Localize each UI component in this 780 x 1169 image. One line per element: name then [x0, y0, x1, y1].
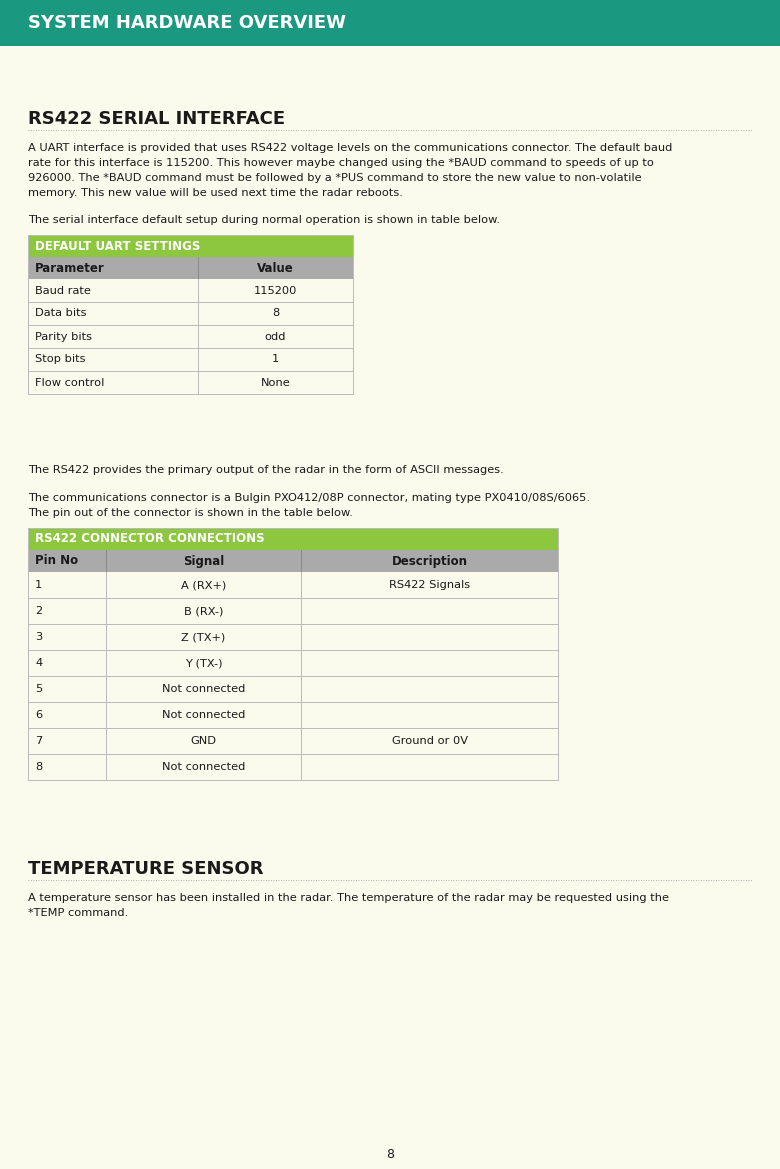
- Text: RS422 CONNECTOR CONNECTIONS: RS422 CONNECTOR CONNECTIONS: [35, 533, 264, 546]
- Bar: [28, 754, 558, 780]
- Text: 1: 1: [272, 354, 279, 365]
- Bar: [28, 279, 353, 302]
- Bar: [28, 257, 353, 279]
- Text: Z (TX+): Z (TX+): [182, 632, 225, 642]
- Text: 8: 8: [35, 762, 42, 772]
- Bar: [28, 572, 558, 599]
- Text: Ground or 0V: Ground or 0V: [392, 736, 467, 746]
- Text: Signal: Signal: [183, 554, 224, 567]
- Text: DEFAULT UART SETTINGS: DEFAULT UART SETTINGS: [35, 240, 200, 253]
- Text: 3: 3: [35, 632, 42, 642]
- Text: Parity bits: Parity bits: [35, 332, 92, 341]
- Bar: [28, 235, 353, 394]
- Text: GND: GND: [190, 736, 217, 746]
- Bar: [28, 728, 558, 754]
- Text: TEMPERATURE SENSOR: TEMPERATURE SENSOR: [28, 860, 264, 878]
- Text: 8: 8: [272, 309, 279, 318]
- Text: Not connected: Not connected: [161, 684, 245, 694]
- Text: RS422 Signals: RS422 Signals: [389, 580, 470, 590]
- Text: SYSTEM HARDWARE OVERVIEW: SYSTEM HARDWARE OVERVIEW: [28, 14, 346, 32]
- Text: B (RX-): B (RX-): [184, 606, 223, 616]
- Bar: [28, 549, 558, 572]
- Text: odd: odd: [264, 332, 286, 341]
- Text: A UART interface is provided that uses RS422 voltage levels on the communication: A UART interface is provided that uses R…: [28, 143, 672, 153]
- Text: *TEMP command.: *TEMP command.: [28, 908, 128, 918]
- Text: Y (TX-): Y (TX-): [185, 658, 222, 667]
- Text: The RS422 provides the primary output of the radar in the form of ASCII messages: The RS422 provides the primary output of…: [28, 465, 504, 475]
- Bar: [28, 624, 558, 650]
- Bar: [28, 348, 353, 371]
- Text: Data bits: Data bits: [35, 309, 87, 318]
- Text: Parameter: Parameter: [35, 262, 105, 275]
- Bar: [28, 235, 353, 257]
- Text: memory. This new value will be used next time the radar reboots.: memory. This new value will be used next…: [28, 188, 403, 198]
- Text: Stop bits: Stop bits: [35, 354, 86, 365]
- Text: None: None: [261, 378, 290, 387]
- Text: 7: 7: [35, 736, 42, 746]
- Text: 8: 8: [386, 1148, 394, 1161]
- Text: Value: Value: [257, 262, 294, 275]
- Bar: [0, 0, 780, 46]
- Text: Flow control: Flow control: [35, 378, 105, 387]
- Text: The serial interface default setup during normal operation is shown in table bel: The serial interface default setup durin…: [28, 215, 500, 224]
- Text: 4: 4: [35, 658, 42, 667]
- Text: Baud rate: Baud rate: [35, 285, 91, 296]
- Bar: [28, 703, 558, 728]
- Text: Not connected: Not connected: [161, 762, 245, 772]
- Text: The pin out of the connector is shown in the table below.: The pin out of the connector is shown in…: [28, 509, 353, 518]
- Text: 115200: 115200: [254, 285, 297, 296]
- Bar: [28, 650, 558, 676]
- Bar: [28, 325, 353, 348]
- Text: 1: 1: [35, 580, 42, 590]
- Bar: [28, 528, 558, 549]
- Text: 926000. The *BAUD command must be followed by a *PUS command to store the new va: 926000. The *BAUD command must be follow…: [28, 173, 642, 184]
- Text: 6: 6: [35, 710, 42, 720]
- Bar: [28, 302, 353, 325]
- Text: 5: 5: [35, 684, 42, 694]
- Text: The communications connector is a Bulgin PXO412/08P connector, mating type PX041: The communications connector is a Bulgin…: [28, 493, 590, 503]
- Text: Not connected: Not connected: [161, 710, 245, 720]
- Text: Pin No: Pin No: [35, 554, 78, 567]
- Text: 2: 2: [35, 606, 42, 616]
- Bar: [28, 371, 353, 394]
- Text: A (RX+): A (RX+): [181, 580, 226, 590]
- Bar: [28, 676, 558, 703]
- Text: rate for this interface is 115200. This however maybe changed using the *BAUD co: rate for this interface is 115200. This …: [28, 158, 654, 168]
- Text: A temperature sensor has been installed in the radar. The temperature of the rad: A temperature sensor has been installed …: [28, 893, 669, 902]
- Bar: [28, 528, 558, 780]
- Text: RS422 SERIAL INTERFACE: RS422 SERIAL INTERFACE: [28, 110, 285, 127]
- Bar: [28, 599, 558, 624]
- Text: Description: Description: [392, 554, 467, 567]
